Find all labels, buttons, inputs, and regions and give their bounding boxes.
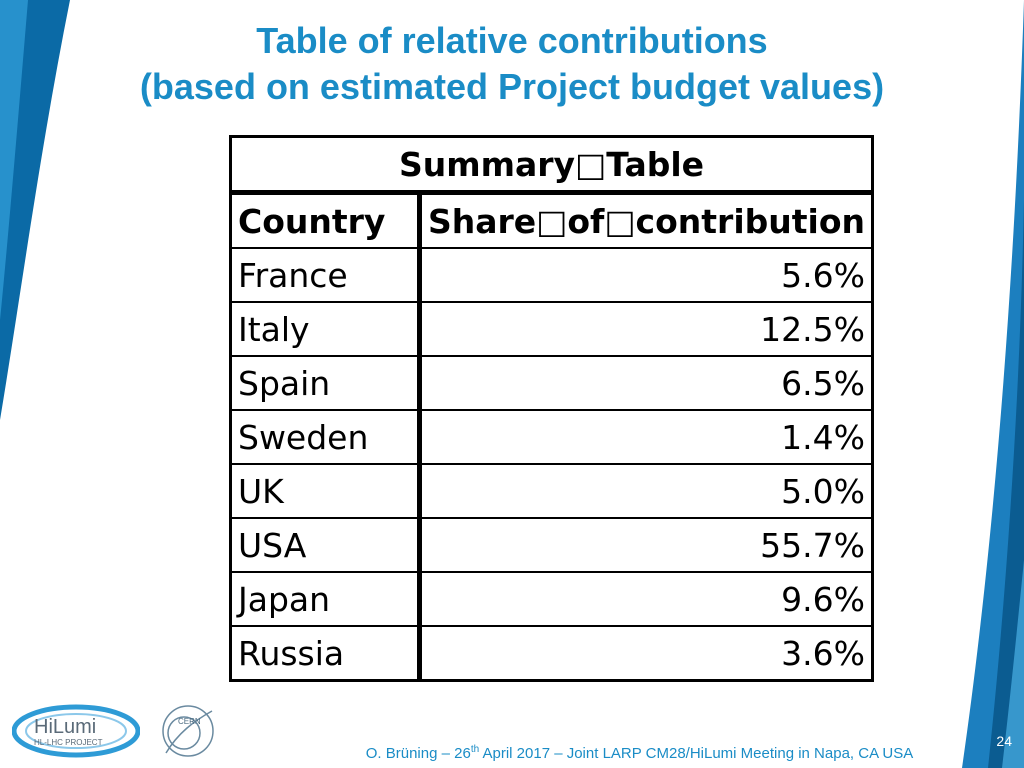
country-cell: USA: [229, 517, 422, 573]
table-row: Japan 9.6%: [229, 571, 874, 627]
share-cell: 1.4%: [418, 409, 874, 465]
title-line-2: (based on estimated Project budget value…: [139, 66, 885, 107]
share-cell: 12.5%: [418, 301, 874, 357]
table-row: Russia 3.6%: [229, 625, 874, 682]
country-cell: Italy: [229, 301, 422, 357]
right-swoosh-decoration: [962, 0, 1024, 768]
header-share: Share□of□contribution: [418, 191, 874, 249]
table-row: Spain 6.5%: [229, 355, 874, 411]
share-cell: 6.5%: [418, 355, 874, 411]
svg-text:HL-LHC PROJECT: HL-LHC PROJECT: [34, 738, 103, 747]
table-caption: Summary□Table: [229, 135, 874, 195]
slide-footer: O. Brüning – 26th April 2017 – Joint LAR…: [0, 744, 1024, 762]
country-cell: UK: [229, 463, 422, 519]
slide-title: Table of relative contributions (based o…: [0, 18, 1024, 110]
footer-text-pre: O. Brüning – 26: [365, 745, 471, 762]
svg-text:HiLumi: HiLumi: [34, 716, 96, 738]
share-cell: 5.6%: [418, 247, 874, 303]
footer-text-post: April 2017 – Joint LARP CM28/HiLumi Meet…: [479, 745, 914, 762]
share-cell: 5.0%: [418, 463, 874, 519]
table-row: Italy 12.5%: [229, 301, 874, 357]
table-row: USA 55.7%: [229, 517, 874, 573]
hilumi-logo: HiLumi HL-LHC PROJECT: [12, 704, 140, 758]
country-cell: Japan: [229, 571, 422, 627]
left-swoosh-decoration: [0, 0, 70, 420]
table-row: Sweden 1.4%: [229, 409, 874, 465]
cern-logo: CERN: [162, 705, 214, 757]
page-number: 24: [996, 733, 1012, 749]
table-header-row: Country Share□of□contribution: [229, 191, 874, 249]
country-cell: Russia: [229, 625, 422, 682]
title-line-1: Table of relative contributions: [256, 20, 768, 61]
country-cell: Sweden: [229, 409, 422, 465]
svg-text:CERN: CERN: [178, 717, 201, 726]
header-country: Country: [229, 191, 422, 249]
share-cell: 3.6%: [418, 625, 874, 682]
share-cell: 55.7%: [418, 517, 874, 573]
footer-sup: th: [470, 744, 480, 755]
country-cell: France: [229, 247, 422, 303]
share-cell: 9.6%: [418, 571, 874, 627]
summary-table: Summary□Table Country Share□of□contribut…: [229, 135, 874, 682]
table-caption-row: Summary□Table: [229, 135, 874, 195]
table-row: France 5.6%: [229, 247, 874, 303]
table-row: UK 5.0%: [229, 463, 874, 519]
country-cell: Spain: [229, 355, 422, 411]
